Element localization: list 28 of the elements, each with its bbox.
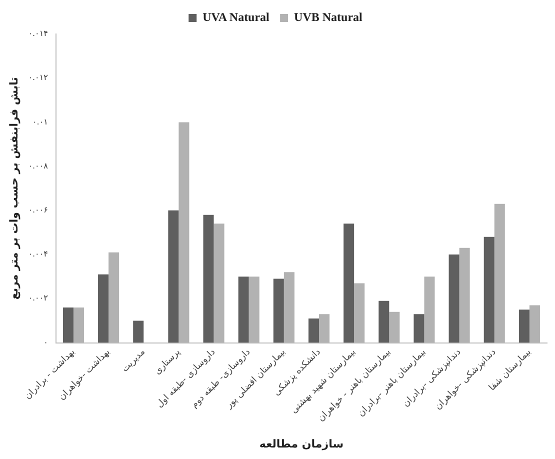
bar xyxy=(414,314,424,343)
bar xyxy=(273,278,284,343)
bar xyxy=(133,320,144,343)
bar xyxy=(518,310,530,343)
y-tick-label: ۰.۰۱۴ xyxy=(28,29,48,38)
bar xyxy=(203,214,214,343)
y-tick-label: ۰.۰۱ xyxy=(32,117,48,126)
y-tick-label: ۰.۰۰۲ xyxy=(28,294,48,303)
y-tick-label: ۰ xyxy=(44,338,48,347)
bar xyxy=(168,210,179,343)
x-tick-label: پرستاری xyxy=(152,346,183,377)
bar xyxy=(484,236,494,343)
legend-label: UVB Natural xyxy=(294,10,364,24)
y-tick-label: ۰.۰۰۴ xyxy=(28,250,48,259)
bar xyxy=(344,224,354,343)
y-tick-label: ۰.۰۱۲ xyxy=(28,73,48,82)
x-tick-label: مدیریت xyxy=(120,347,148,374)
y-axis-title: تابش فرابنفش بر حسب وات بر متر مربع xyxy=(7,77,20,300)
x-axis-title: سازمان مطالعه xyxy=(259,437,344,450)
y-tick-label: ۰.۰۰۸ xyxy=(28,161,49,170)
bar xyxy=(378,300,390,343)
bar xyxy=(448,254,460,343)
bar xyxy=(238,276,249,343)
y-tick-label: ۰.۰۰۶ xyxy=(28,206,48,215)
bar xyxy=(62,307,74,343)
legend-label: UVA Natural xyxy=(202,10,270,24)
bar xyxy=(98,274,109,343)
bar xyxy=(308,318,320,343)
